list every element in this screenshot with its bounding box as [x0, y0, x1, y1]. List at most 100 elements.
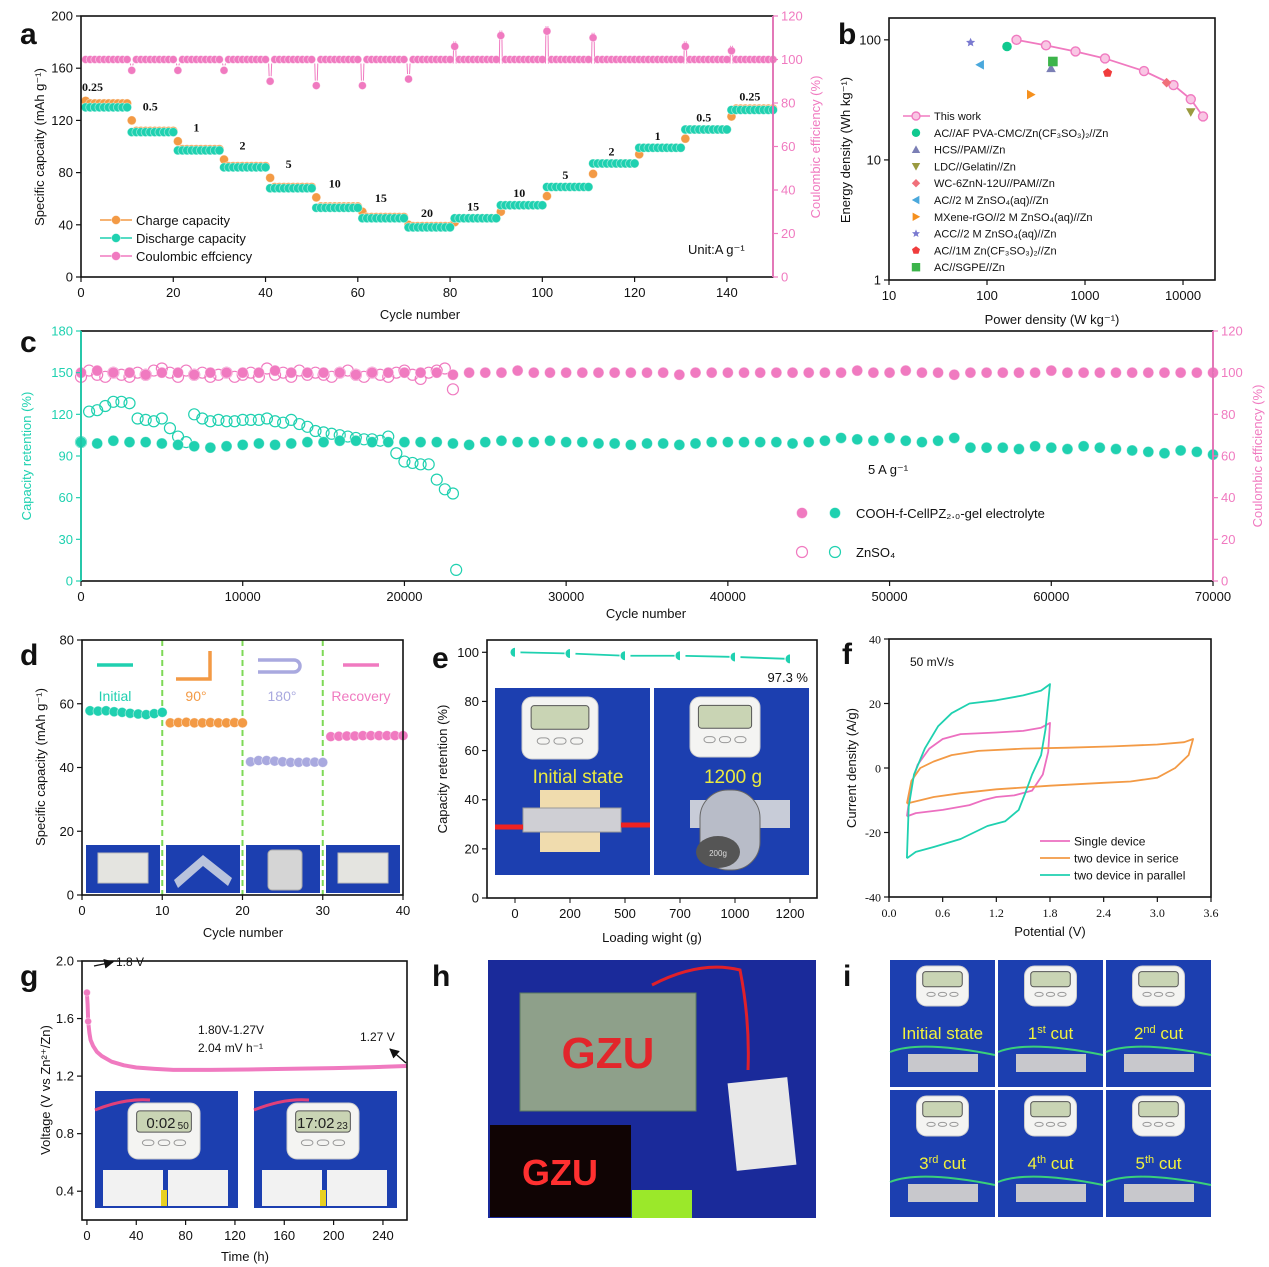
x-tick-label: 10000	[1165, 288, 1201, 303]
retention-annotation: 97.3 %	[768, 670, 809, 685]
timer-button	[173, 1139, 187, 1147]
ce-connector	[222, 63, 224, 66]
gel-ce-point	[1142, 366, 1155, 379]
legend-label: MXene-rGO//2 M ZnSO₄(aq)//Zn	[934, 212, 1093, 224]
x-tick-label: 0.6	[935, 906, 950, 920]
legend-label: Single device	[1074, 835, 1146, 849]
gel-retention-point	[527, 436, 540, 449]
y-tick-label: 2.0	[56, 954, 74, 969]
znso4-retention-point	[228, 415, 241, 428]
y-tick-label: 40	[465, 792, 479, 807]
x-tick-label: 70000	[1195, 589, 1231, 604]
discharge-point	[629, 158, 640, 169]
discharge-point	[491, 213, 502, 224]
ce-point	[722, 55, 732, 64]
panel-letter: b	[838, 18, 856, 51]
gel-retention-point	[608, 437, 621, 450]
timer-button	[1142, 991, 1152, 997]
znso4-retention-point	[163, 422, 177, 435]
y-tick-label: 40	[59, 217, 73, 232]
x-tick-label: 0	[83, 1228, 90, 1243]
y-tick-label: 1.6	[56, 1011, 74, 1026]
gel-ce-point	[188, 368, 201, 381]
rate-label: 0.5	[696, 111, 711, 125]
timer-button	[157, 1139, 171, 1147]
timer-display	[1030, 971, 1071, 988]
rate-label: 5	[286, 157, 292, 171]
gel-retention-point	[1013, 443, 1025, 455]
gel-ce-point	[382, 366, 395, 379]
timer-button	[926, 991, 936, 997]
charge-point	[680, 133, 691, 144]
znso4-retention-point	[285, 413, 298, 426]
state-label: Initial	[99, 688, 132, 704]
triangle-left-marker	[975, 59, 984, 70]
legend-label: Discharge capacity	[136, 231, 246, 246]
gel-retention-point	[317, 436, 330, 449]
this-work-line	[1016, 38, 1204, 118]
panel-letter: d	[20, 639, 38, 672]
y-tick-label: 100	[457, 645, 479, 660]
gel-retention-point	[948, 432, 961, 444]
y-tick-label: 80	[60, 633, 74, 648]
pouch-cell	[327, 1170, 387, 1206]
gel-ce-point	[172, 366, 184, 379]
znso4-retention-point	[450, 563, 463, 576]
cut-label-part: th	[1145, 1154, 1154, 1166]
timer-button	[570, 737, 584, 745]
gel-retention-point	[333, 434, 346, 447]
gel-ce-point	[883, 366, 896, 379]
timer-button	[536, 737, 550, 745]
discharge-point	[537, 200, 548, 211]
ce-point	[265, 76, 275, 86]
x-tick-label: 80	[178, 1228, 192, 1243]
pouch-cell	[168, 1170, 228, 1206]
gel-retention-point	[867, 434, 880, 447]
znso4-retention-point	[236, 413, 249, 426]
charge-point	[265, 172, 276, 183]
cut-device	[1016, 1054, 1086, 1072]
capacity-point	[237, 717, 248, 729]
led-inset-photo	[490, 1125, 631, 1217]
y-axis-label: Capacity retention (%)	[435, 705, 450, 834]
cv-curve	[906, 722, 1051, 818]
timer-button	[937, 1121, 948, 1127]
y-right-axis-label: Coulombic efficiency (%)	[808, 76, 823, 219]
timer-button	[1057, 991, 1067, 997]
znso4-retention-point	[430, 473, 443, 486]
ce-point	[358, 81, 367, 90]
this-work-point	[1197, 111, 1209, 122]
timer-button	[332, 1139, 346, 1147]
triangle-up-marker	[1046, 63, 1056, 73]
znso4-retention-point	[438, 483, 451, 496]
gel-retention-point	[641, 437, 653, 450]
ce-connector	[224, 63, 226, 66]
legend-marker	[795, 545, 809, 559]
plot-frame	[486, 639, 818, 899]
znso4-retention-point	[204, 415, 217, 428]
legend-label: AC//AF PVA-CMC/Zn(CF₃SO₃)₂//Zn	[934, 128, 1108, 140]
pouch-cell	[103, 1170, 163, 1206]
timer-display	[530, 705, 590, 730]
discharge-point	[122, 102, 133, 113]
x-axis-label: Cycle number	[380, 307, 461, 322]
gel-retention-point	[1174, 444, 1187, 457]
gel-ce-point	[366, 366, 378, 379]
timer-button	[1045, 1121, 1056, 1127]
gel-retention-point	[851, 433, 864, 446]
timer-display	[136, 1110, 192, 1133]
cut-label-part: cut	[1046, 1024, 1074, 1043]
y-right-tick-label: 100	[1221, 365, 1243, 380]
timer-button	[926, 1121, 936, 1127]
x-tick-label: 0	[77, 285, 84, 300]
gel-retention-point	[770, 436, 783, 449]
ce-point	[261, 55, 270, 64]
gel-ce-point	[624, 366, 637, 379]
lead-wire	[495, 822, 650, 830]
znso4-retention-point	[268, 415, 282, 428]
cut-device	[1016, 1184, 1086, 1202]
y-tick-label: 20	[60, 824, 74, 839]
gel-retention-point	[996, 441, 1009, 454]
gel-retention-point	[1126, 444, 1139, 457]
weight-face	[696, 836, 740, 868]
